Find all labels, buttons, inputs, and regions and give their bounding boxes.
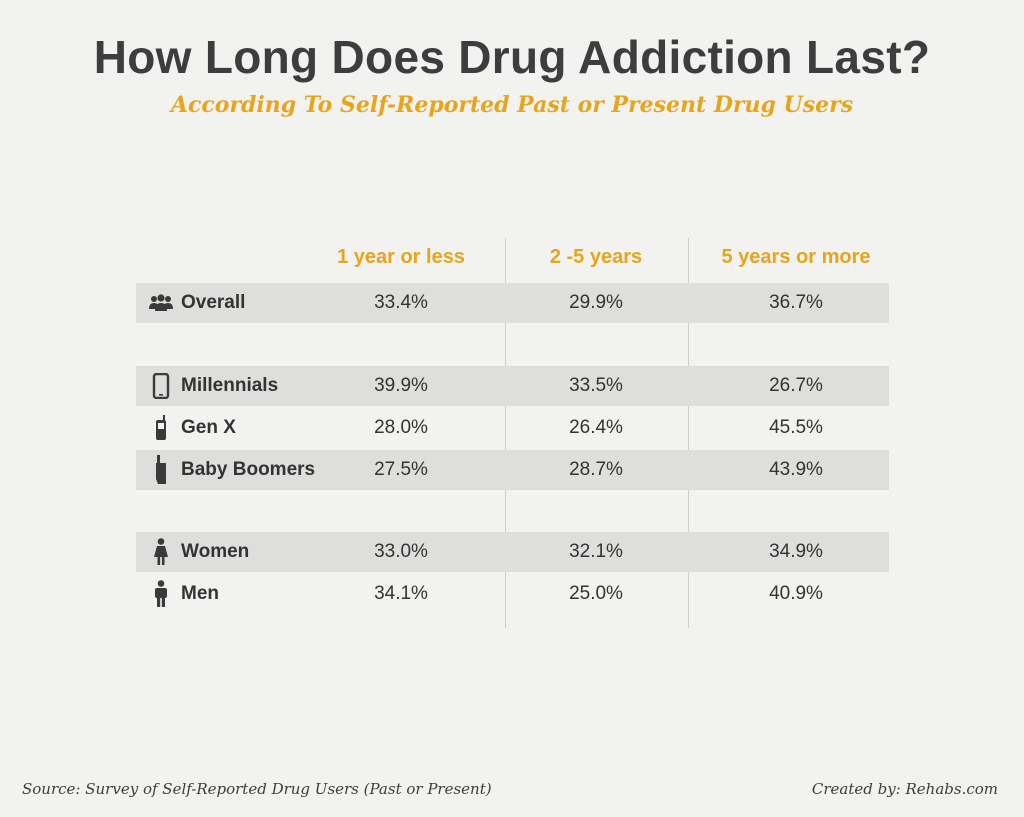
credit-note: Created by: Rehabs.com	[811, 780, 998, 798]
chart-title: How Long Does Drug Addiction Last?	[93, 31, 931, 83]
man-icon	[148, 580, 174, 607]
row-label: Women	[181, 541, 250, 562]
group-icon	[148, 290, 174, 316]
data-cell: 28.0%	[374, 417, 428, 438]
row-label: Men	[181, 583, 219, 604]
cellphone-icon	[148, 415, 174, 441]
table-row: Millennials 39.9% 33.5% 26.7%	[136, 366, 889, 406]
data-cell: 29.9%	[569, 292, 623, 313]
data-cell: 34.1%	[374, 583, 428, 604]
row-label: Millennials	[181, 375, 279, 396]
data-cell: 40.9%	[769, 583, 823, 604]
smartphone-icon	[148, 373, 174, 399]
column-header: 1 year or less	[337, 246, 465, 268]
column-header: 5 years or more	[721, 246, 871, 268]
row-label: Gen X	[181, 417, 236, 438]
data-cell: 28.7%	[569, 459, 623, 480]
brick-phone-icon	[148, 455, 174, 484]
column-header: 2 -5 years	[549, 246, 643, 268]
data-cell: 25.0%	[569, 583, 623, 604]
column-divider	[688, 238, 689, 628]
data-cell: 45.5%	[769, 417, 823, 438]
table-row: Gen X 28.0% 26.4% 45.5%	[136, 408, 889, 448]
data-cell: 33.5%	[569, 375, 623, 396]
chart-subtitle: According To Self-Reported Past or Prese…	[170, 92, 854, 118]
data-cell: 33.4%	[374, 292, 428, 313]
row-label: Overall	[181, 292, 246, 313]
table-row: Baby Boomers 27.5% 28.7% 43.9%	[136, 450, 889, 490]
data-cell: 34.9%	[769, 541, 823, 562]
table-row: Overall 33.4% 29.9% 36.7%	[136, 283, 889, 323]
column-divider	[505, 238, 506, 628]
data-cell: 26.7%	[769, 375, 823, 396]
data-cell: 39.9%	[374, 375, 428, 396]
data-cell: 33.0%	[374, 541, 428, 562]
woman-icon	[148, 538, 174, 565]
source-note: Source: Survey of Self-Reported Drug Use…	[22, 780, 492, 798]
data-cell: 26.4%	[569, 417, 623, 438]
data-cell: 27.5%	[374, 459, 428, 480]
table-row: Men 34.1% 25.0% 40.9%	[136, 574, 889, 614]
data-cell: 43.9%	[769, 459, 823, 480]
row-label: Baby Boomers	[181, 459, 316, 480]
data-cell: 32.1%	[569, 541, 623, 562]
table-row: Women 33.0% 32.1% 34.9%	[136, 532, 889, 572]
data-cell: 36.7%	[769, 292, 823, 313]
